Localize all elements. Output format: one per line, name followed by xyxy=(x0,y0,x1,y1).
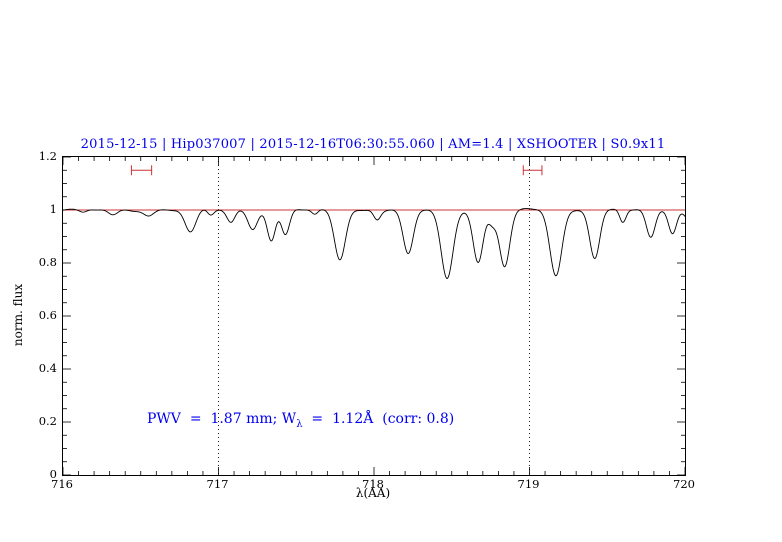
x-tick-label: 719 xyxy=(517,477,540,491)
pwv-annotation-prefix: PWV = 1.87 mm; W xyxy=(147,411,297,427)
y-tick-label: 1 xyxy=(49,202,57,216)
pwv-annotation-suffix: = 1.12Å (corr: 0.8) xyxy=(302,411,455,427)
y-tick-label: 0.8 xyxy=(38,255,57,269)
y-tick-label: 0.6 xyxy=(38,308,57,322)
spectrum-line xyxy=(63,208,685,279)
x-axis-title: λ(AA) xyxy=(355,486,391,500)
x-tick-label: 716 xyxy=(51,477,73,491)
plot-area-svg xyxy=(63,157,685,475)
pwv-annotation-subscript: λ xyxy=(296,418,303,430)
x-tick-label: 720 xyxy=(673,477,695,491)
y-tick-label: 0.2 xyxy=(38,414,57,428)
pwv-annotation: PWV = 1.87 mm; Wλ = 1.12Å (corr: 0.8) xyxy=(147,411,454,430)
y-tick-label: 1.2 xyxy=(38,149,57,163)
plot-title: 2015-12-15 | Hip037007 | 2015-12-16T06:3… xyxy=(80,137,666,152)
y-tick-label: 0 xyxy=(49,467,57,481)
plot-area xyxy=(62,156,686,476)
x-tick-label: 718 xyxy=(362,477,384,491)
y-tick-label: 0.4 xyxy=(38,361,57,375)
x-tick-label: 717 xyxy=(206,477,229,491)
